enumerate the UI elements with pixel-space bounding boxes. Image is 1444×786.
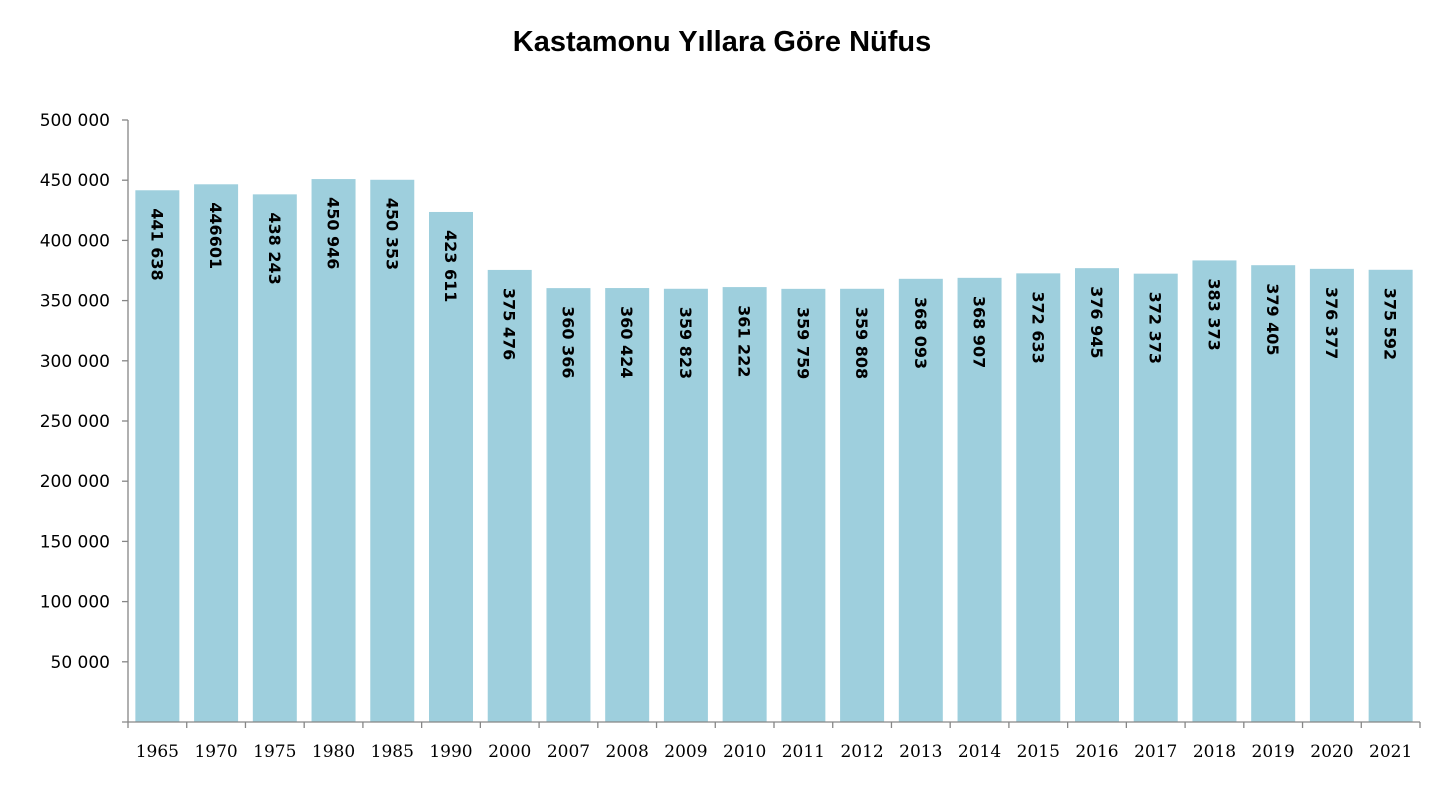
bars-group bbox=[135, 179, 1413, 723]
x-tick-label-1970: 1970 bbox=[194, 742, 237, 762]
bar-2017 bbox=[1133, 273, 1178, 722]
data-label-1985: 450 353 bbox=[382, 198, 401, 270]
bar-2012 bbox=[840, 288, 885, 722]
x-tick-label-2014: 2014 bbox=[958, 742, 1001, 762]
x-tick-label-2018: 2018 bbox=[1193, 742, 1236, 762]
bar-2008 bbox=[605, 288, 650, 722]
bar-2007 bbox=[546, 288, 591, 722]
x-tick-label-2020: 2020 bbox=[1310, 742, 1353, 762]
x-tick-label-2008: 2008 bbox=[606, 742, 649, 762]
x-tick-label-2009: 2009 bbox=[664, 742, 707, 762]
y-tick-label: 200 000 bbox=[40, 472, 110, 492]
y-tick-label: 100 000 bbox=[40, 593, 110, 613]
x-tick-label-2015: 2015 bbox=[1017, 742, 1060, 762]
x-tick-label-2017: 2017 bbox=[1134, 742, 1177, 762]
bar-2000 bbox=[487, 269, 532, 722]
x-tick-label-1980: 1980 bbox=[312, 742, 355, 762]
axes-group bbox=[122, 119, 1421, 728]
bar-2018 bbox=[1192, 260, 1237, 722]
y-tick-label: 300 000 bbox=[40, 352, 110, 372]
x-tick-label-1990: 1990 bbox=[429, 742, 472, 762]
data-label-1975: 438 243 bbox=[265, 212, 284, 284]
bar-1975 bbox=[252, 194, 297, 723]
x-tick-label-2016: 2016 bbox=[1075, 742, 1118, 762]
data-label-2011: 359 759 bbox=[793, 307, 812, 379]
data-label-2013: 368 093 bbox=[911, 297, 930, 369]
y-tick-label: 250 000 bbox=[40, 412, 110, 432]
y-tick-label: 350 000 bbox=[40, 292, 110, 312]
x-tick-label-2019: 2019 bbox=[1252, 742, 1295, 762]
x-tick-label-1965: 1965 bbox=[136, 742, 179, 762]
x-tick-label-2013: 2013 bbox=[899, 742, 942, 762]
y-tick-label: 500 000 bbox=[40, 111, 110, 131]
x-tick-label-1975: 1975 bbox=[253, 742, 296, 762]
data-label-2020: 376 377 bbox=[1322, 287, 1341, 359]
data-label-2000: 375 476 bbox=[500, 288, 519, 360]
data-label-1970: 446601 bbox=[206, 202, 225, 269]
bar-2011 bbox=[781, 288, 826, 722]
data-label-2010: 361 222 bbox=[735, 305, 754, 377]
data-label-2017: 372 373 bbox=[1146, 292, 1165, 364]
bar-2014 bbox=[957, 277, 1002, 722]
x-tick-label-1985: 1985 bbox=[371, 742, 414, 762]
data-label-2018: 383 373 bbox=[1204, 278, 1223, 350]
data-label-2014: 368 907 bbox=[970, 296, 989, 368]
y-tick-label: 50 000 bbox=[51, 653, 110, 673]
data-label-2008: 360 424 bbox=[617, 306, 636, 378]
data-label-2021: 375 592 bbox=[1381, 288, 1400, 360]
chart-title: Kastamonu Yıllara Göre Nüfus bbox=[512, 26, 932, 58]
bar-1970 bbox=[194, 184, 239, 723]
bar-2020 bbox=[1309, 268, 1354, 722]
bar-2016 bbox=[1075, 268, 1119, 722]
y-tick-label: 450 000 bbox=[40, 171, 110, 191]
bar-2021 bbox=[1368, 269, 1413, 722]
bar-1965 bbox=[135, 190, 180, 723]
data-label-1965: 441 638 bbox=[147, 208, 166, 280]
x-tick-label-2010: 2010 bbox=[723, 742, 766, 762]
bar-1985 bbox=[370, 179, 415, 722]
data-label-2007: 360 366 bbox=[558, 306, 577, 378]
data-label-1980: 450 946 bbox=[324, 197, 343, 269]
bar-1990 bbox=[429, 211, 473, 722]
bar-1980 bbox=[311, 179, 356, 722]
x-tick-label-2021: 2021 bbox=[1369, 742, 1412, 762]
bar-2019 bbox=[1251, 265, 1296, 722]
data-label-1990: 423 611 bbox=[441, 230, 460, 302]
data-label-2015: 372 633 bbox=[1028, 291, 1047, 363]
data-label-2019: 379 405 bbox=[1263, 283, 1282, 355]
labels-group: 441 638 1965 446601 1970 438 243 1975 450 946 1… bbox=[40, 111, 1413, 762]
data-label-2016: 376 945 bbox=[1087, 286, 1106, 358]
x-tick-label-2000: 2000 bbox=[488, 742, 531, 762]
x-tick-label-2007: 2007 bbox=[547, 742, 590, 762]
x-tick-label-2012: 2012 bbox=[840, 742, 883, 762]
x-tick-label-2011: 2011 bbox=[782, 742, 825, 762]
data-label-2009: 359 823 bbox=[676, 307, 695, 379]
bar-2013 bbox=[898, 278, 943, 722]
bar-2009 bbox=[663, 288, 708, 722]
bar-2010 bbox=[722, 287, 767, 722]
y-tick-label: 150 000 bbox=[40, 532, 110, 552]
bar-2015 bbox=[1016, 273, 1061, 722]
y-tick-label: 400 000 bbox=[40, 231, 110, 251]
data-label-2012: 359 808 bbox=[852, 307, 871, 379]
